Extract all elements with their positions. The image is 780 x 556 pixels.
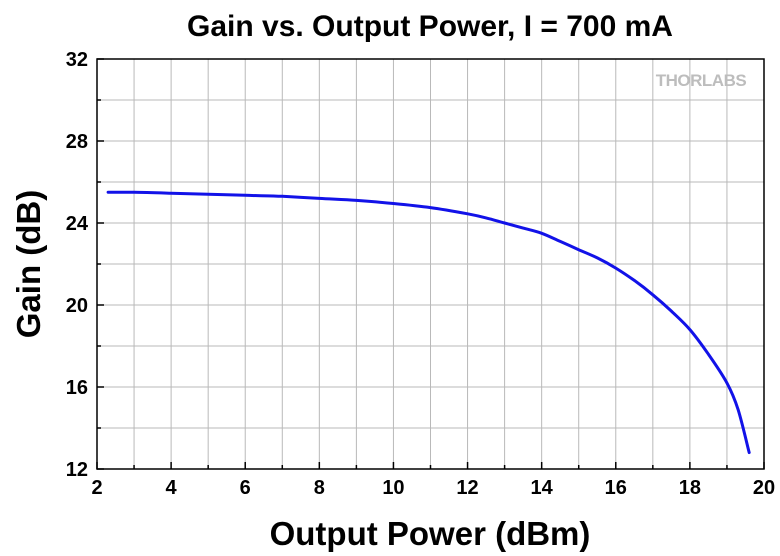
x-tick-label: 4 bbox=[166, 477, 178, 499]
x-axis-label: Output Power (dBm) bbox=[270, 515, 591, 552]
x-tick-label: 2 bbox=[91, 477, 102, 499]
x-tick-label: 6 bbox=[240, 477, 251, 499]
x-tick-label: 16 bbox=[605, 477, 627, 499]
x-tick-label: 10 bbox=[382, 477, 404, 499]
y-tick-label: 12 bbox=[66, 459, 88, 481]
y-tick-label: 24 bbox=[66, 213, 89, 235]
y-tick-label: 28 bbox=[66, 131, 88, 153]
axis-ticks bbox=[96, 58, 765, 470]
x-tick-label: 20 bbox=[753, 477, 775, 499]
y-tick-label: 20 bbox=[66, 295, 88, 317]
x-tick-label: 14 bbox=[531, 477, 554, 499]
gain-series-line bbox=[106, 190, 751, 455]
series-group bbox=[106, 190, 751, 455]
y-axis-label: Gain (dB) bbox=[10, 190, 47, 338]
chart-title: Gain vs. Output Power, I = 700 mA bbox=[187, 10, 673, 43]
x-tick-label: 8 bbox=[314, 477, 325, 499]
grid bbox=[97, 59, 764, 469]
x-tick-label: 12 bbox=[456, 477, 478, 499]
x-tick-label: 18 bbox=[679, 477, 701, 499]
thorlabs-watermark: THORLABS bbox=[656, 71, 747, 90]
y-tick-label: 16 bbox=[66, 377, 88, 399]
y-tick-label: 32 bbox=[66, 49, 88, 71]
